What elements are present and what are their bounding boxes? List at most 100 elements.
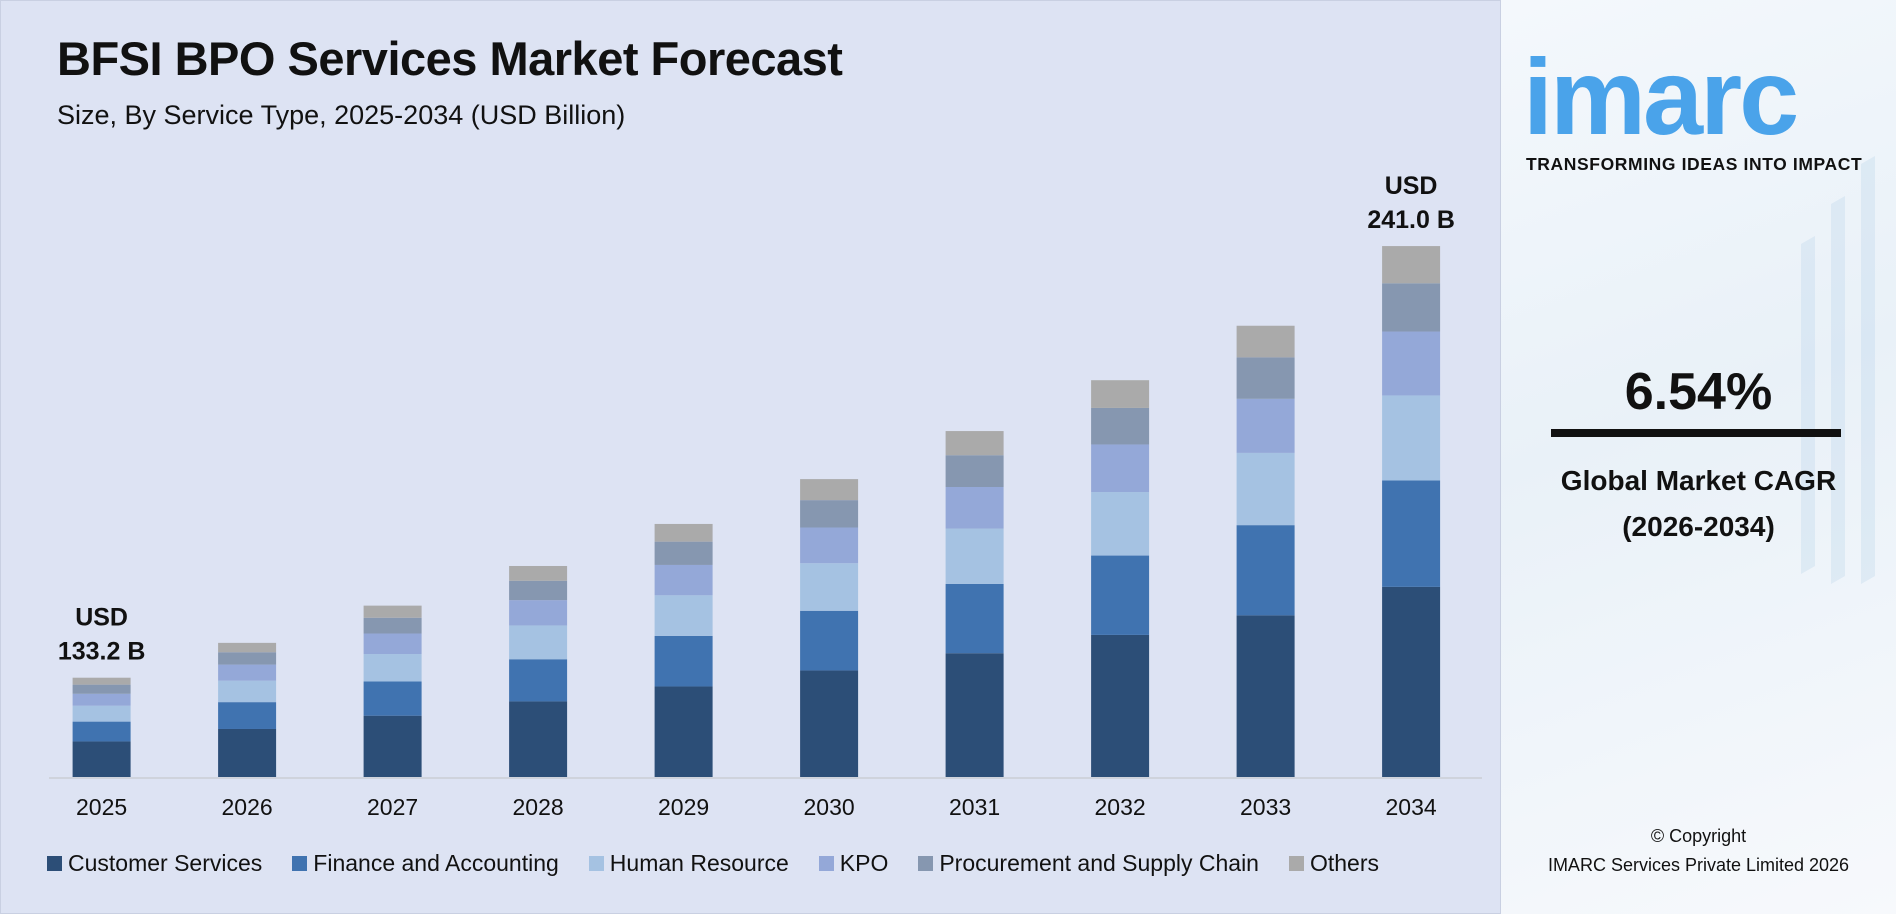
chart-subtitle: Size, By Service Type, 2025-2034 (USD Bi… xyxy=(57,100,626,130)
bar-segment-procurement-and-supply-chain xyxy=(1236,357,1295,399)
bar-segment-finance-and-accounting xyxy=(363,681,422,716)
bar-segment-customer-services xyxy=(72,741,131,777)
bar-segment-kpo xyxy=(945,486,1004,529)
divider xyxy=(1551,429,1841,437)
legend-swatch xyxy=(588,855,604,871)
bar-segment-customer-services xyxy=(509,701,568,777)
bar-segment-human-resource xyxy=(509,625,568,660)
bar-segment-kpo xyxy=(654,564,713,596)
logo-tagline: TRANSFORMING IDEAS INTO IMPACT xyxy=(1526,154,1863,174)
bar-segment-others xyxy=(945,431,1004,456)
bar-segment-others xyxy=(1382,246,1441,284)
cagr-value: 6.54% xyxy=(1624,363,1773,421)
cagr-label: Global Market CAGR (2026-2034) xyxy=(1501,458,1896,550)
legend: Customer Services Finance and Accounting H… xyxy=(47,849,1409,877)
bar-segment-procurement-and-supply-chain xyxy=(218,652,277,665)
legend-label: Finance and Accounting xyxy=(313,850,559,876)
bar-segment-human-resource xyxy=(1382,395,1441,481)
bar-segment-human-resource xyxy=(363,654,422,682)
bar-segment-customer-services xyxy=(1091,634,1150,777)
bar-segment-finance-and-accounting xyxy=(218,702,277,729)
bar-segment-procurement-and-supply-chain xyxy=(800,500,859,528)
legend-item: Human Resource xyxy=(588,849,789,877)
bar-segment-customer-services xyxy=(1236,615,1295,777)
bar-segment-human-resource xyxy=(654,595,713,636)
bar-segment-others xyxy=(1236,325,1295,358)
x-tick-label: 2029 xyxy=(658,794,709,820)
cagr-label-text: Global Market CAGR xyxy=(1560,465,1837,496)
legend-label: KPO xyxy=(839,850,889,876)
bar-segment-human-resource xyxy=(800,563,859,611)
bar-segment-procurement-and-supply-chain xyxy=(1091,407,1150,445)
bar-segment-procurement-and-supply-chain xyxy=(72,684,131,694)
legend-item: KPO xyxy=(818,849,889,877)
bar-segment-kpo xyxy=(509,600,568,626)
bar-segment-procurement-and-supply-chain xyxy=(363,617,422,634)
bar-segment-finance-and-accounting xyxy=(509,659,568,702)
legend-item: Others xyxy=(1288,849,1380,877)
legend-swatch xyxy=(47,855,62,871)
legend-label: Others xyxy=(1309,850,1380,876)
legend-item: Procurement and Supply Chain xyxy=(918,849,1259,877)
bar-segment-customer-services xyxy=(654,686,713,777)
bar-segment-customer-services xyxy=(945,653,1004,777)
bar-segment-kpo xyxy=(800,527,859,564)
legend-item: Finance and Accounting xyxy=(292,849,559,877)
bar-segment-human-resource xyxy=(1236,452,1295,526)
bar-segment-others xyxy=(218,642,277,653)
stacked-bar-chart: 2025 USD 133.2 B 2026 2027 2028 2029 2030 2031 20… xyxy=(49,172,1482,820)
bar-segment-others xyxy=(800,479,859,501)
bar-segment-kpo xyxy=(1382,331,1441,396)
x-tick-label: 2030 xyxy=(804,794,855,820)
legend-label: Human Resource xyxy=(609,850,789,876)
bar-segment-others xyxy=(509,565,568,581)
chart-panel: BFSI BPO Services Market Forecast Size, … xyxy=(0,0,1501,914)
x-tick-label: 2027 xyxy=(367,794,418,820)
copyright: © Copyright IMARC Services Private Limit… xyxy=(1501,822,1896,880)
total-label-value: 241.0 B xyxy=(1367,206,1455,234)
bar-segment-kpo xyxy=(1236,398,1295,453)
copyright-line-2: IMARC Services Private Limited 2026 xyxy=(1547,855,1850,875)
bar-segment-procurement-and-supply-chain xyxy=(945,455,1004,487)
x-tick-label: 2028 xyxy=(513,794,564,820)
bar-segment-procurement-and-supply-chain xyxy=(654,541,713,565)
total-label-currency: USD xyxy=(75,604,128,632)
bar-segment-human-resource xyxy=(72,705,131,722)
bar-segment-finance-and-accounting xyxy=(72,721,131,742)
bar-segment-procurement-and-supply-chain xyxy=(509,580,568,601)
bar-segment-others xyxy=(363,605,422,618)
total-label-currency: USD xyxy=(1385,172,1438,200)
bar-segment-finance-and-accounting xyxy=(1236,525,1295,616)
bar-segment-customer-services xyxy=(363,715,422,777)
x-tick-label: 2034 xyxy=(1386,794,1437,820)
bar-segment-human-resource xyxy=(945,528,1004,584)
chart-title: BFSI BPO Services Market Forecast xyxy=(57,32,843,85)
legend-swatch xyxy=(1288,855,1304,871)
bar-segment-kpo xyxy=(72,693,131,706)
copyright-line-1: © Copyright xyxy=(1650,826,1747,846)
bar-segment-procurement-and-supply-chain xyxy=(1382,283,1441,332)
cagr-period: (2026-2034) xyxy=(1622,511,1775,542)
total-label-value: 133.2 B xyxy=(58,638,146,666)
info-panel: imarc TRANSFORMING IDEAS INTO IMPACT 6.5… xyxy=(1501,0,1896,914)
legend-label: Customer Services xyxy=(68,850,263,876)
bar-segment-kpo xyxy=(218,664,277,681)
bar-segment-human-resource xyxy=(218,680,277,703)
imarc-logo: imarc xyxy=(1523,36,1799,157)
legend-item: Customer Services xyxy=(47,849,262,877)
bar-segment-customer-services xyxy=(1382,586,1441,777)
bar-segment-others xyxy=(72,677,131,685)
x-tick-label: 2032 xyxy=(1095,794,1146,820)
bar-segment-kpo xyxy=(1091,444,1150,493)
bar-segment-finance-and-accounting xyxy=(1382,480,1441,587)
bar-segment-kpo xyxy=(363,633,422,655)
bar-segment-finance-and-accounting xyxy=(1091,555,1150,635)
legend-swatch xyxy=(818,855,834,871)
legend-swatch xyxy=(292,855,308,871)
x-tick-label: 2025 xyxy=(76,794,127,820)
x-tick-label: 2031 xyxy=(949,794,1000,820)
bar-segment-human-resource xyxy=(1091,492,1150,556)
bar-segment-finance-and-accounting xyxy=(654,635,713,687)
x-tick-label: 2033 xyxy=(1240,794,1291,820)
bar-segment-others xyxy=(1091,380,1150,408)
